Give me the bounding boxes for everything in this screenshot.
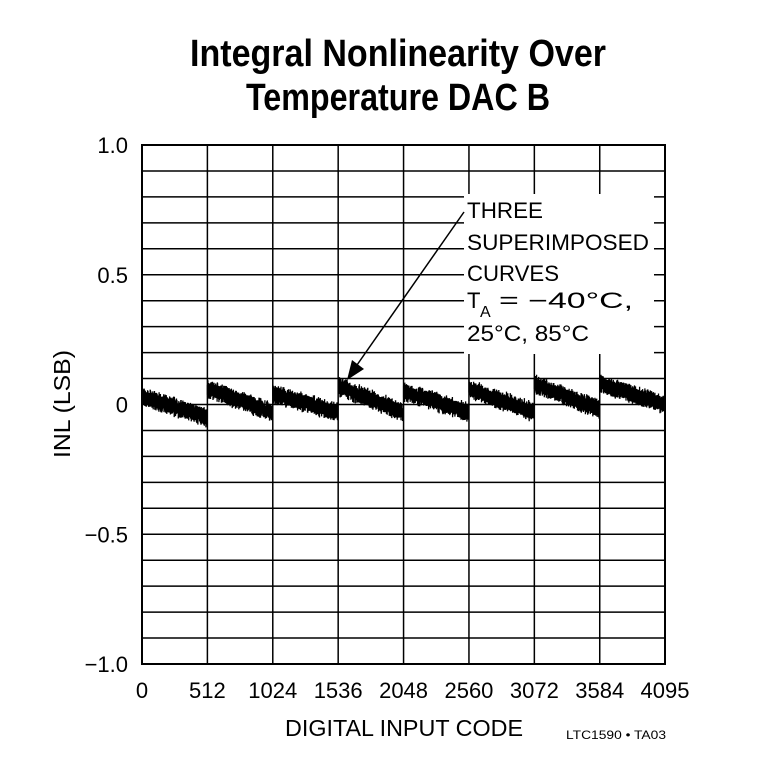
x-tick-label: 1024 <box>248 678 297 703</box>
annotation-arrowhead <box>347 360 364 380</box>
inl-segment <box>402 382 470 422</box>
inl-segment <box>468 379 535 422</box>
y-tick-label: 1.0 <box>97 133 128 158</box>
y-axis-label: INL (LSB) <box>49 350 75 458</box>
y-tick-label: 0.5 <box>97 263 128 288</box>
annotation-line-3: CURVES <box>467 261 559 286</box>
chart-title-line2: Temperature DAC B <box>246 77 550 119</box>
annotation-line-1: THREE <box>467 198 543 223</box>
x-tick-label: 3584 <box>575 678 624 703</box>
inl-segment <box>206 380 274 421</box>
chart-title-line1: Integral Nonlinearity Over <box>190 33 606 75</box>
inl-segment <box>272 384 339 421</box>
x-tick-label: 1536 <box>314 678 363 703</box>
x-tick-label: 2048 <box>379 678 428 703</box>
annotation-arrow <box>349 211 465 376</box>
y-tick-label: −0.5 <box>85 522 128 547</box>
x-tick-label: 3072 <box>510 678 559 703</box>
footnote: LTC1590 • TA03 <box>566 728 666 742</box>
x-tick-labels: 0 512 1024 1536 2048 2560 3072 3584 4095 <box>136 678 690 703</box>
inl-segment <box>599 374 666 416</box>
x-tick-label: 4095 <box>641 678 690 703</box>
x-axis-label: DIGITAL INPUT CODE <box>285 715 523 741</box>
annotation-ta-subscript: A <box>480 304 491 321</box>
y-tick-labels: 1.0 0.5 0 −0.5 −1.0 <box>85 133 128 677</box>
annotation-line-4: = −40°C, <box>499 288 633 313</box>
y-tick-label: −1.0 <box>85 652 128 677</box>
annotation-line-5: 25°C, 85°C <box>467 321 589 346</box>
inl-segment <box>141 388 208 428</box>
annotation-background <box>464 194 654 354</box>
x-tick-label: 512 <box>189 678 226 703</box>
annotation-ta-label: T <box>467 288 480 313</box>
inl-segment <box>337 377 404 422</box>
inl-segment <box>533 374 601 419</box>
annotation: THREE SUPERIMPOSED CURVES T A = −40°C, 2… <box>347 194 654 380</box>
annotation-line-2: SUPERIMPOSED <box>467 230 649 255</box>
data-series <box>141 374 666 428</box>
x-tick-label: 0 <box>136 678 148 703</box>
y-tick-label: 0 <box>116 393 128 418</box>
x-tick-label: 2560 <box>444 678 493 703</box>
